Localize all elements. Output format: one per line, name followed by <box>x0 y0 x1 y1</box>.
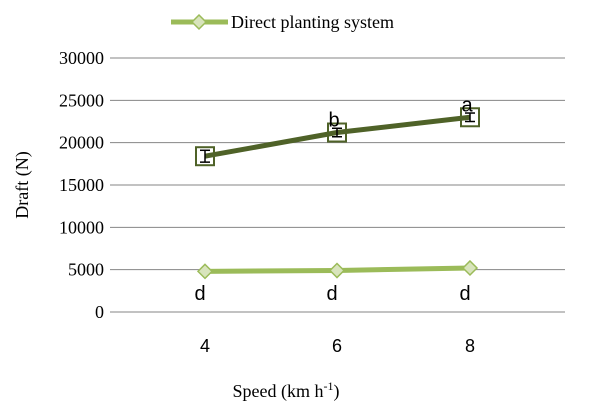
legend-layer: Direct planting system <box>171 12 394 32</box>
grid-layer <box>110 57 565 271</box>
diamond-marker <box>190 13 208 31</box>
x-tick-label: 4 <box>200 336 210 356</box>
x-tick-label: 8 <box>465 336 475 356</box>
y-tick-label: 15000 <box>59 175 104 195</box>
point-label: d <box>459 283 470 305</box>
square-marker <box>195 146 215 167</box>
y-axis-title: Draft (N) <box>12 151 33 218</box>
y-tick-label: 20000 <box>59 133 104 153</box>
series-1 <box>195 107 480 167</box>
x-tick-label: 6 <box>332 336 342 356</box>
y-tick-label: 25000 <box>59 90 104 110</box>
label-layer: b a d d d <box>194 94 473 305</box>
point-label: a <box>461 94 473 116</box>
y-tick-label: 30000 <box>59 48 104 68</box>
square-marker <box>327 122 347 143</box>
y-tick-label: 5000 <box>68 260 104 280</box>
point-label: d <box>326 283 337 305</box>
square-marker <box>460 107 480 128</box>
y-tick-label: 0 <box>95 302 104 322</box>
diamond-marker <box>328 262 346 279</box>
point-label: b <box>328 110 339 132</box>
x-axis-title: Speed (km h-1) <box>233 379 340 402</box>
diamond-marker <box>196 263 214 280</box>
legend-label: Direct planting system <box>231 12 394 32</box>
series-layer <box>195 107 480 280</box>
diamond-marker <box>461 259 479 277</box>
y-tick-label: 10000 <box>59 217 104 237</box>
series-2 <box>196 259 479 280</box>
axis-layer: 0 5000 10000 15000 20000 25000 30000 4 6 8 Speed (… <box>12 48 565 402</box>
point-label: d <box>194 283 205 305</box>
